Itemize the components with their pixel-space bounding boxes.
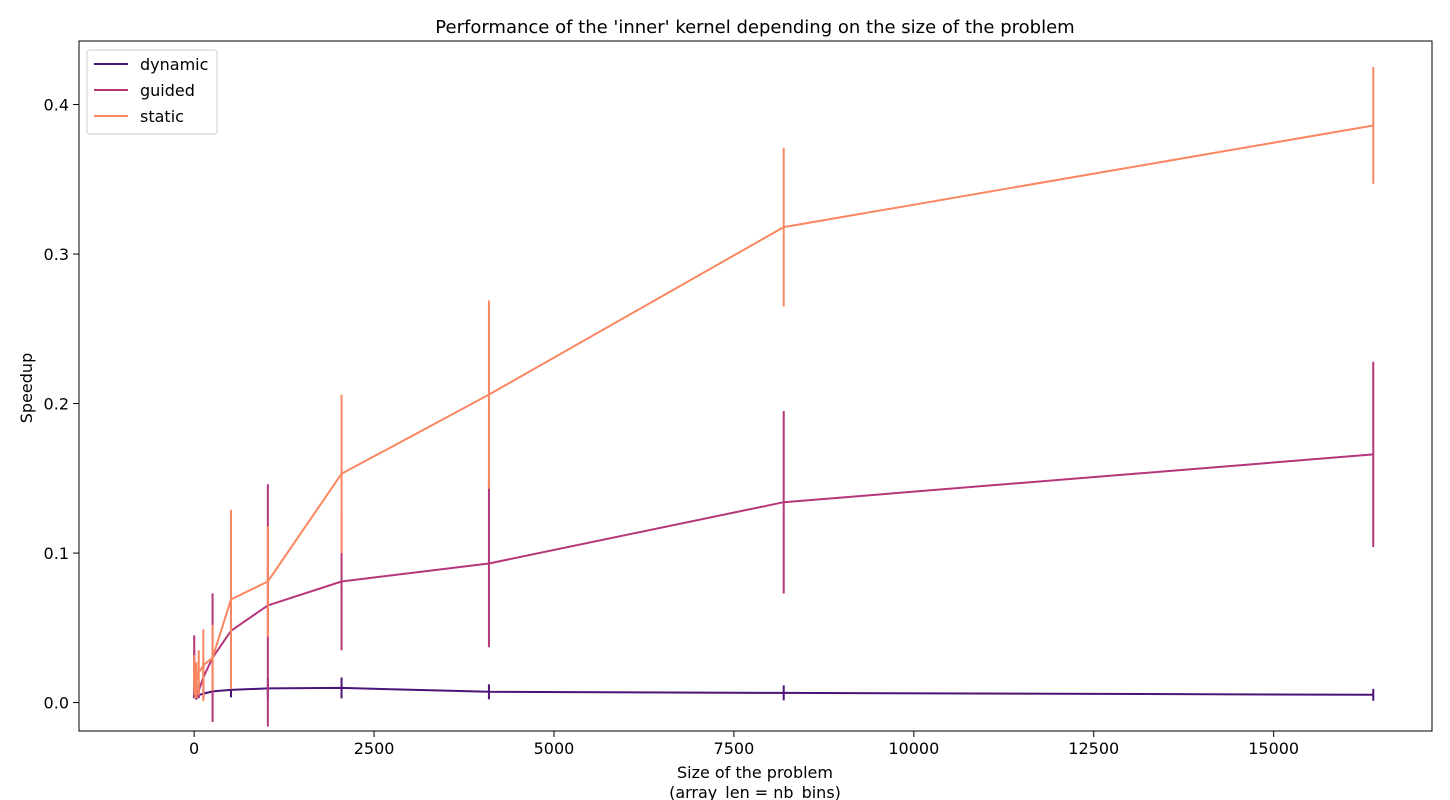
x-axis-label-line2: (array_len = nb_bins) xyxy=(669,783,841,800)
chart-title: Performance of the 'inner' kernel depend… xyxy=(435,17,1074,38)
legend-label-dynamic: dynamic xyxy=(140,55,208,74)
legend: dynamic guided static xyxy=(86,49,218,135)
y-axis-label: Speedup xyxy=(17,353,36,423)
x-tick-label: 0 xyxy=(189,739,199,758)
series-static xyxy=(193,67,1375,702)
x-tick-label: 12500 xyxy=(1068,739,1119,758)
series-line-static xyxy=(193,124,1374,692)
x-tick-label: 5000 xyxy=(534,739,575,758)
legend-label-guided: guided xyxy=(140,81,195,100)
x-axis-label-line1: Size of the problem xyxy=(677,763,833,782)
series-guided xyxy=(193,361,1375,727)
y-tick-label: 0.2 xyxy=(44,395,69,414)
legend-box xyxy=(86,49,218,135)
x-tick-label: 15000 xyxy=(1248,739,1299,758)
y-tick-label: 0.4 xyxy=(44,96,69,115)
plot-series xyxy=(193,67,1375,727)
y-tick-label: 0.1 xyxy=(44,544,69,563)
plot-frame xyxy=(78,40,1433,732)
axes-ticks: 0 2500 5000 7500 10000 12500 15000 0.0 0.1 0.2 0.3… xyxy=(44,96,1300,758)
x-tick-label: 10000 xyxy=(888,739,939,758)
y-tick-label: 0.0 xyxy=(44,694,69,713)
x-tick-label: 7500 xyxy=(714,739,755,758)
legend-label-static: static xyxy=(140,107,184,126)
series-dynamic xyxy=(193,677,1375,701)
x-tick-label: 2500 xyxy=(354,739,395,758)
y-tick-label: 0.3 xyxy=(44,245,69,264)
